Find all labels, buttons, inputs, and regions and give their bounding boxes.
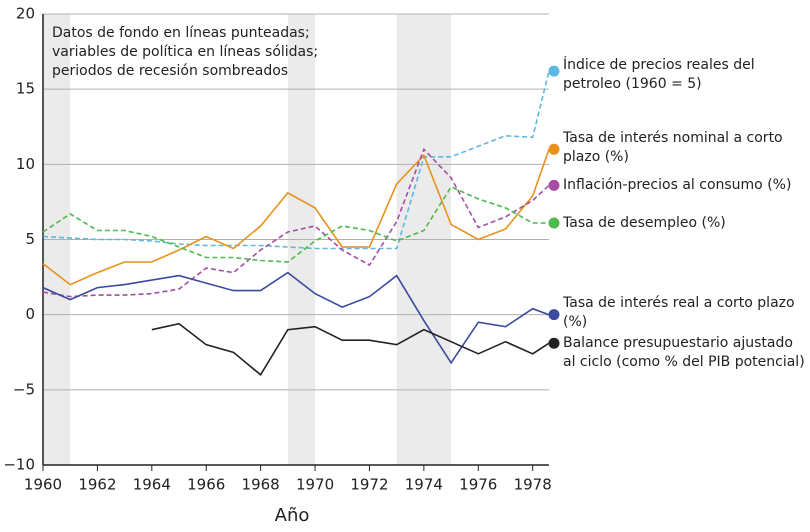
end-dot <box>548 143 560 155</box>
end-dot <box>548 65 560 77</box>
x-tick-label: 1968 <box>242 476 280 494</box>
legend-label-box: Tasa de interés nominal a corto plazo (%… <box>563 130 783 165</box>
x-tick-label: 1964 <box>133 476 171 494</box>
x-tick-label: 1972 <box>350 476 388 494</box>
series-line <box>42 271 550 365</box>
legend-label: Tasa de interés nominal a corto plazo (%… <box>563 130 783 165</box>
x-tick-label: 1970 <box>296 476 334 494</box>
legend-label-box: Tasa de desempleo (%) <box>563 215 726 231</box>
legend-label: Índice de precios reales del petroleo (1… <box>563 57 755 92</box>
y-tick-label: 5 <box>25 230 35 248</box>
series-line <box>42 147 550 298</box>
y-tick-label: −5 <box>13 380 35 398</box>
y-tick-label: 20 <box>16 5 35 23</box>
x-tick-label: 1976 <box>459 476 497 494</box>
legend-label: Balance presupuestario ajustado al ciclo… <box>563 335 805 370</box>
series-line <box>42 70 550 250</box>
y-tick-label: 0 <box>25 305 35 323</box>
legend-label-box: Balance presupuestario ajustado al ciclo… <box>563 335 805 370</box>
legend-label: Tasa de desempleo (%) <box>563 215 726 231</box>
series-line <box>42 185 549 263</box>
x-tick-label: 1974 <box>405 476 443 494</box>
end-dot <box>548 337 560 349</box>
legend-label-box: Inflación-precios al consumo (%) <box>563 177 792 193</box>
legend-label-box: Tasa de interés real a corto plazo (%) <box>563 295 795 330</box>
x-tick-label: 1978 <box>514 476 552 494</box>
x-tick-label: 1966 <box>187 476 225 494</box>
series-line <box>42 149 550 286</box>
note: Datos de fondo en líneas punteadas; <box>52 25 310 41</box>
series-line <box>151 322 550 377</box>
end-dot <box>548 217 560 229</box>
end-dot <box>548 179 560 191</box>
x-tick-label: 1962 <box>78 476 116 494</box>
y-tick-label: −10 <box>3 456 35 474</box>
end-dot <box>548 309 560 321</box>
y-tick-label: 10 <box>16 155 35 173</box>
note: periodos de recesión sombreados <box>52 63 288 79</box>
x-axis-label: Año <box>275 505 310 526</box>
note: variables de política en líneas sólidas; <box>52 44 318 60</box>
y-tick-label: 15 <box>16 80 35 98</box>
legend-label: Tasa de interés real a corto plazo (%) <box>563 295 795 330</box>
legend-label-box: Índice de precios reales del petroleo (1… <box>563 57 755 92</box>
legend-label: Inflación-precios al consumo (%) <box>563 177 792 193</box>
x-tick-label: 1960 <box>24 476 62 494</box>
